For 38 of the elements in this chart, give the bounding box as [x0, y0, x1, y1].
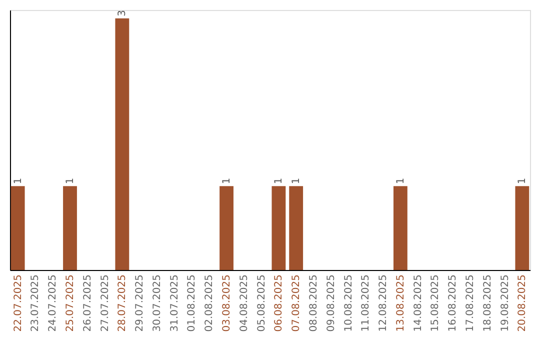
x-tick-label: 10.08.2025 [343, 274, 354, 332]
x-tick-label: 23.07.2025 [30, 274, 42, 332]
x-tick-label: 03.08.2025 [222, 274, 233, 332]
x-tick-label: 24.07.2025 [48, 274, 59, 332]
x-tick-label: 31.07.2025 [169, 274, 180, 332]
data-label: 1 [291, 178, 302, 184]
data-label: 1 [274, 178, 285, 184]
x-tick-label: 16.08.2025 [448, 274, 459, 332]
x-tick-label: 04.08.2025 [238, 274, 250, 332]
x-tick-label: 14.08.2025 [412, 274, 424, 332]
x-tick-label: 19.08.2025 [500, 274, 511, 332]
x-tick-label: 08.08.2025 [308, 274, 320, 332]
data-label: 1 [222, 178, 233, 184]
x-tick-label: 29.07.2025 [134, 274, 146, 332]
data-label: 3 [117, 10, 128, 16]
x-tick-label: 12.08.2025 [378, 274, 390, 332]
data-label: 1 [12, 178, 24, 184]
x-tick-label: 20.08.2025 [517, 274, 528, 332]
x-tick-label: 17.08.2025 [465, 274, 476, 332]
x-tick-label: 25.07.2025 [65, 274, 76, 332]
data-label: 1 [517, 178, 528, 184]
x-tick-label: 27.07.2025 [100, 274, 111, 332]
x-tick-label: 15.08.2025 [430, 274, 442, 332]
x-tick-label: 09.08.2025 [326, 274, 337, 332]
x-tick-label: 30.07.2025 [152, 274, 163, 332]
x-tick-label: 06.08.2025 [274, 274, 285, 332]
x-tick-label: 05.08.2025 [256, 274, 268, 332]
x-tick-label: 01.08.2025 [186, 274, 198, 332]
x-tick-label: 11.08.2025 [360, 274, 372, 332]
x-tick-label: 13.08.2025 [395, 274, 406, 332]
x-tick-label: 26.07.2025 [82, 274, 94, 332]
data-label: 1 [65, 178, 76, 184]
x-tick-label: 22.07.2025 [12, 274, 24, 332]
x-tick-label: 18.08.2025 [482, 274, 494, 332]
x-tick-label: 07.08.2025 [291, 274, 302, 332]
x-tick-label: 02.08.2025 [204, 274, 216, 332]
x-tick-label: 28.07.2025 [117, 274, 128, 332]
data-label: 1 [395, 178, 406, 184]
